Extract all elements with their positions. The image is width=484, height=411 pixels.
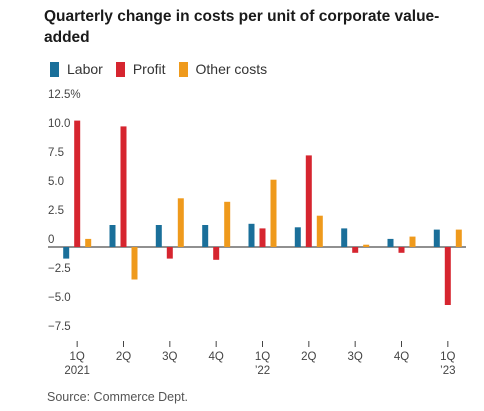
legend-swatch-labor <box>50 61 59 77</box>
legend-swatch-other-costs <box>178 61 188 77</box>
y-tick-label: 2.5 <box>48 205 64 217</box>
bar-profit <box>444 247 451 305</box>
bar-other-costs <box>224 201 231 247</box>
legend-label-profit: Profit <box>132 61 166 77</box>
x-tick-label: 3Q <box>162 351 177 363</box>
x-tick-label: 4Q <box>208 351 223 363</box>
bar-other-costs <box>270 179 277 247</box>
y-tick-label: −5.0 <box>48 292 71 304</box>
x-tick-label: 2Q <box>301 351 316 363</box>
bar-other-costs <box>177 198 184 247</box>
bar-other-costs <box>455 229 462 247</box>
bar-profit <box>166 247 173 259</box>
x-tick-year-label: ’23 <box>440 365 455 377</box>
bar-labor <box>294 227 301 247</box>
y-tick-label: −7.5 <box>48 321 71 333</box>
bar-other-costs <box>409 236 416 247</box>
y-tick-label: −2.5 <box>48 263 71 275</box>
bar-profit <box>213 247 220 260</box>
bar-labor <box>63 247 70 259</box>
x-tick-label: 1Q <box>255 351 270 363</box>
bar-labor <box>387 238 394 247</box>
bar-other-costs <box>85 238 92 247</box>
legend: Labor Profit Other costs <box>50 61 280 77</box>
legend-item-other-costs: Other costs <box>178 61 268 77</box>
bar-profit <box>259 228 266 247</box>
y-tick-label: 12.5% <box>48 89 81 101</box>
legend-label-other-costs: Other costs <box>195 61 268 77</box>
x-tick-year-label: ’22 <box>255 365 270 377</box>
y-tick-label: 0 <box>48 234 54 246</box>
bar-other-costs <box>316 215 323 247</box>
legend-label-labor: Labor <box>67 61 103 77</box>
legend-item-labor: Labor <box>50 61 103 77</box>
source-note: Source: Commerce Dept. <box>47 390 189 404</box>
bar-profit <box>120 126 127 247</box>
bar-other-costs <box>363 244 370 247</box>
bar-labor <box>248 223 255 247</box>
x-tick-label: 1Q <box>440 351 455 363</box>
bar-other-costs <box>131 247 138 280</box>
bar-profit <box>74 120 81 247</box>
x-tick-label: 4Q <box>394 351 409 363</box>
legend-item-profit: Profit <box>115 61 166 77</box>
y-tick-label: 7.5 <box>48 147 64 159</box>
bar-profit <box>352 247 359 253</box>
bar-labor <box>155 225 162 247</box>
chart-title: Quarterly change in costs per unit of co… <box>44 8 440 46</box>
x-tick-year-label: 2021 <box>64 365 90 377</box>
bar-profit <box>398 247 405 253</box>
bar-profit <box>305 155 312 247</box>
bar-labor <box>341 228 348 247</box>
x-tick-label: 1Q <box>69 351 84 363</box>
x-tick-label: 3Q <box>347 351 362 363</box>
bar-labor <box>109 225 116 247</box>
y-tick-label: 10.0 <box>48 118 70 130</box>
y-tick-label: 5.0 <box>48 176 64 188</box>
x-tick-label: 2Q <box>116 351 131 363</box>
bar-labor <box>433 229 440 247</box>
bar-labor <box>202 225 209 247</box>
legend-swatch-profit <box>115 61 125 77</box>
